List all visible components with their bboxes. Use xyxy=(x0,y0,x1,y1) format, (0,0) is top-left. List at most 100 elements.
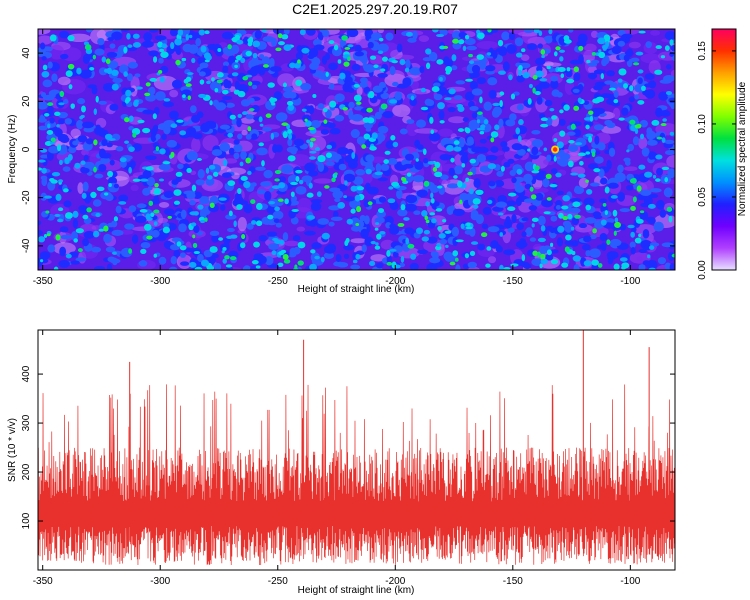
heatmap-cell xyxy=(660,123,667,127)
heatmap-cell xyxy=(611,100,621,107)
heatmap-cell xyxy=(154,106,160,116)
heatmap-cell xyxy=(191,57,196,64)
heatmap-cell xyxy=(535,57,546,66)
heatmap-cell xyxy=(354,44,362,53)
heatmap-cell xyxy=(42,94,55,101)
heatmap-cell xyxy=(469,106,479,112)
heatmap-cell xyxy=(444,230,452,234)
heatmap-cell xyxy=(346,218,354,225)
heatmap-cell xyxy=(531,170,540,174)
heatmap-cell xyxy=(304,118,308,122)
heatmap-cell xyxy=(115,146,124,152)
heatmap-cell xyxy=(495,201,508,208)
heatmap-cell xyxy=(518,201,533,213)
heatmap-cell xyxy=(483,101,493,111)
heatmap-cell xyxy=(410,95,415,101)
heatmap-cell xyxy=(256,202,263,211)
heatmap-cell xyxy=(40,259,44,263)
heatmap-cell xyxy=(191,222,197,227)
heatmap-cell xyxy=(664,45,670,51)
heatmap-cell xyxy=(597,263,603,268)
heatmap-cell xyxy=(530,194,537,200)
heatmap-cell xyxy=(65,253,72,259)
heatmap-cell xyxy=(313,44,325,51)
heatmap-cell xyxy=(266,231,278,237)
heatmap-cell xyxy=(515,127,521,135)
heatmap-cell xyxy=(153,253,158,258)
heatmap-cell xyxy=(335,253,342,263)
heatmap-cell xyxy=(167,215,172,219)
heatmap-cell xyxy=(274,169,282,175)
heatmap-cell xyxy=(446,206,454,215)
heatmap-cell xyxy=(277,73,295,88)
heatmap-cell xyxy=(118,194,129,202)
heatmap-cell xyxy=(227,227,235,233)
heatmap-cell xyxy=(183,78,189,84)
heatmap-cell xyxy=(471,112,478,119)
heatmap-cell xyxy=(551,115,558,120)
heatmap-cell xyxy=(500,165,505,172)
heatmap-cell xyxy=(485,154,498,161)
heatmap-cell xyxy=(44,141,53,146)
heatmap-cell xyxy=(309,141,314,148)
heatmap-cell xyxy=(459,199,463,205)
heatmap-cell xyxy=(472,60,483,65)
heatmap-cell xyxy=(666,64,672,70)
heatmap-cell xyxy=(47,102,54,106)
heatmap-cell xyxy=(233,89,241,95)
heatmap-cell xyxy=(293,63,301,69)
heatmap-cell xyxy=(487,256,497,264)
heatmap-cell xyxy=(192,234,196,239)
heatmap-cell xyxy=(638,164,646,170)
heatmap-cell xyxy=(462,45,467,52)
heatmap-cell xyxy=(96,186,105,192)
heatmap-cell xyxy=(127,61,138,69)
heatmap-cell xyxy=(604,186,610,194)
heatmap-cell xyxy=(566,131,576,136)
heatmap-cell xyxy=(309,263,317,270)
heatmap-cell xyxy=(103,225,109,232)
heatmap-cell xyxy=(295,176,300,182)
heatmap-cell xyxy=(621,107,629,116)
heatmap-cell xyxy=(132,132,137,138)
heatmap-cell xyxy=(80,69,92,79)
heatmap-cell xyxy=(589,115,594,122)
heatmap-cell xyxy=(627,224,635,229)
heatmap-cell xyxy=(494,124,500,131)
heatmap-cell xyxy=(103,68,110,73)
heatmap-cell xyxy=(601,242,607,252)
heatmap-cell xyxy=(586,59,591,64)
heatmap-cell xyxy=(535,70,544,78)
heatmap-cell xyxy=(211,77,215,82)
heatmap-cell xyxy=(637,77,643,85)
heatmap-cell xyxy=(245,133,252,140)
heatmap-cell xyxy=(405,194,418,204)
heatmap-cell xyxy=(132,178,141,182)
heatmap-cell xyxy=(215,102,227,111)
heatmap-cell xyxy=(366,162,374,170)
heatmap-cell xyxy=(311,199,323,204)
heatmap-cell xyxy=(366,107,373,113)
heatmap-cell xyxy=(177,163,184,170)
heatmap-cell xyxy=(115,205,122,214)
heatmap-cell xyxy=(76,119,84,130)
heatmap-cell xyxy=(425,201,430,207)
heatmap-cell xyxy=(366,117,375,124)
heatmap-cell xyxy=(595,96,605,103)
heatmap-cell xyxy=(190,170,197,176)
heatmap-cell xyxy=(38,167,43,171)
heatmap-cell xyxy=(469,158,476,164)
heatmap-cell xyxy=(597,37,606,45)
heatmap-cell xyxy=(125,89,132,97)
heatmap-cell xyxy=(570,172,579,176)
heatmap-cell xyxy=(221,250,225,254)
heatmap-cell xyxy=(179,245,187,251)
heatmap-cell xyxy=(664,150,675,156)
x-tick-label: -150 xyxy=(503,276,523,287)
heatmap-cell xyxy=(258,116,263,123)
heatmap-cell xyxy=(334,197,341,203)
heatmap-cell xyxy=(540,225,546,232)
chart-title: C2E1.2025.297.20.19.R07 xyxy=(292,1,458,17)
heatmap-cell xyxy=(578,223,588,229)
heatmap-cell xyxy=(653,221,664,232)
